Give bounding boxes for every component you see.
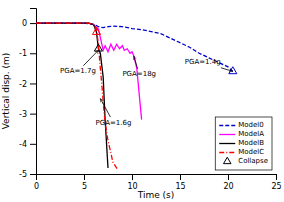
y-tick-mark	[30, 114, 36, 115]
legend-item: ModelA	[219, 130, 264, 138]
series-line	[36, 23, 233, 71]
legend-frame	[215, 117, 272, 170]
x-tick: 15	[175, 174, 185, 191]
collapse-marker	[94, 44, 102, 51]
legend-label: Model0	[238, 121, 263, 129]
x-tick: 20	[223, 174, 233, 191]
x-tick-mark	[180, 174, 181, 180]
x-tick-mark	[84, 174, 85, 180]
x-tick: 0	[34, 174, 39, 191]
x-axis-line	[37, 175, 277, 181]
y-tick-label: -5	[19, 170, 27, 179]
legend-label: ModelB	[238, 139, 264, 147]
collapse-marker	[92, 28, 100, 35]
x-tick-label: 5	[82, 182, 87, 191]
y-tick-label: -3	[19, 110, 27, 119]
annotation: PGA=1.4g	[185, 58, 221, 66]
y-axis-line	[30, 9, 37, 175]
y-tick: -1	[19, 49, 36, 58]
x-axis: 0 5 10 15 20 25	[34, 174, 282, 191]
marks	[36, 23, 237, 169]
x-tick-label: 25	[271, 182, 281, 191]
y-tick: -3	[19, 110, 36, 119]
x-tick-mark	[132, 174, 133, 180]
y-tick-label: -1	[19, 49, 27, 58]
legend-item: ModelB	[219, 139, 264, 147]
x-tick-label: 20	[223, 182, 233, 191]
y-axis-title: Vertical disp. (m)	[1, 53, 11, 130]
legend-symbol	[219, 125, 235, 126]
chart: 05101520250-1-2-3-4-5PGA=1.7gPGA=1.6gPGA…	[0, 0, 284, 202]
series-line	[36, 23, 108, 168]
x-tick: 5	[82, 174, 87, 191]
annotation-arrow	[134, 56, 138, 69]
x-tick-label: 15	[175, 182, 185, 191]
legend-item: Collapse	[224, 157, 268, 165]
annotation: PGA=1.6g	[96, 119, 132, 127]
y-tick-label: -4	[19, 140, 27, 149]
legend-label: ModelA	[238, 130, 264, 138]
y-tick: -4	[19, 140, 36, 149]
y-tick-label: -2	[19, 80, 27, 89]
legend-symbol	[219, 152, 235, 153]
legend-symbol	[224, 157, 231, 163]
legend-symbol	[219, 143, 235, 144]
x-tick-label: 10	[127, 182, 137, 191]
legend-item: Model0	[219, 121, 263, 129]
y-tick-label: 0	[22, 19, 27, 28]
x-tick: 10	[127, 174, 137, 191]
plot: 05101520250-1-2-3-4-5PGA=1.7gPGA=1.6gPGA…	[19, 9, 282, 191]
annotation-arrow	[83, 50, 98, 66]
x-tick-mark	[276, 174, 277, 180]
annotation: PGA=1.7g	[60, 67, 96, 75]
y-axis: 0 -1 -2 -3 -4 -5	[19, 9, 36, 180]
legend: Model0ModelAModelBModelCCollapse	[215, 117, 272, 170]
y-tick-mark	[30, 174, 36, 175]
annotation: PGA=18g	[122, 70, 156, 78]
legend-label: ModelC	[238, 148, 264, 156]
x-tick-mark	[228, 174, 229, 180]
legend-item: ModelC	[219, 148, 264, 156]
y-tick-mark	[30, 144, 36, 145]
annotations: PGA=1.7g PGA=1.6g PGA=18g PGA=1.4g	[60, 50, 233, 126]
series-line	[36, 23, 118, 169]
x-axis-title: Time (s)	[137, 190, 175, 200]
y-tick-mark	[30, 83, 36, 84]
annotation-arrow	[221, 68, 233, 72]
y-tick-mark	[30, 23, 36, 24]
annotation-arrow	[100, 99, 110, 118]
x-tick-label: 0	[34, 182, 39, 191]
legend-symbol	[219, 134, 235, 135]
y-tick: 0	[22, 19, 36, 28]
y-tick: -5	[19, 170, 36, 179]
x-tick: 25	[271, 174, 281, 191]
legend-label: Collapse	[238, 157, 268, 165]
y-tick: -2	[19, 80, 36, 89]
y-tick-mark	[30, 53, 36, 54]
